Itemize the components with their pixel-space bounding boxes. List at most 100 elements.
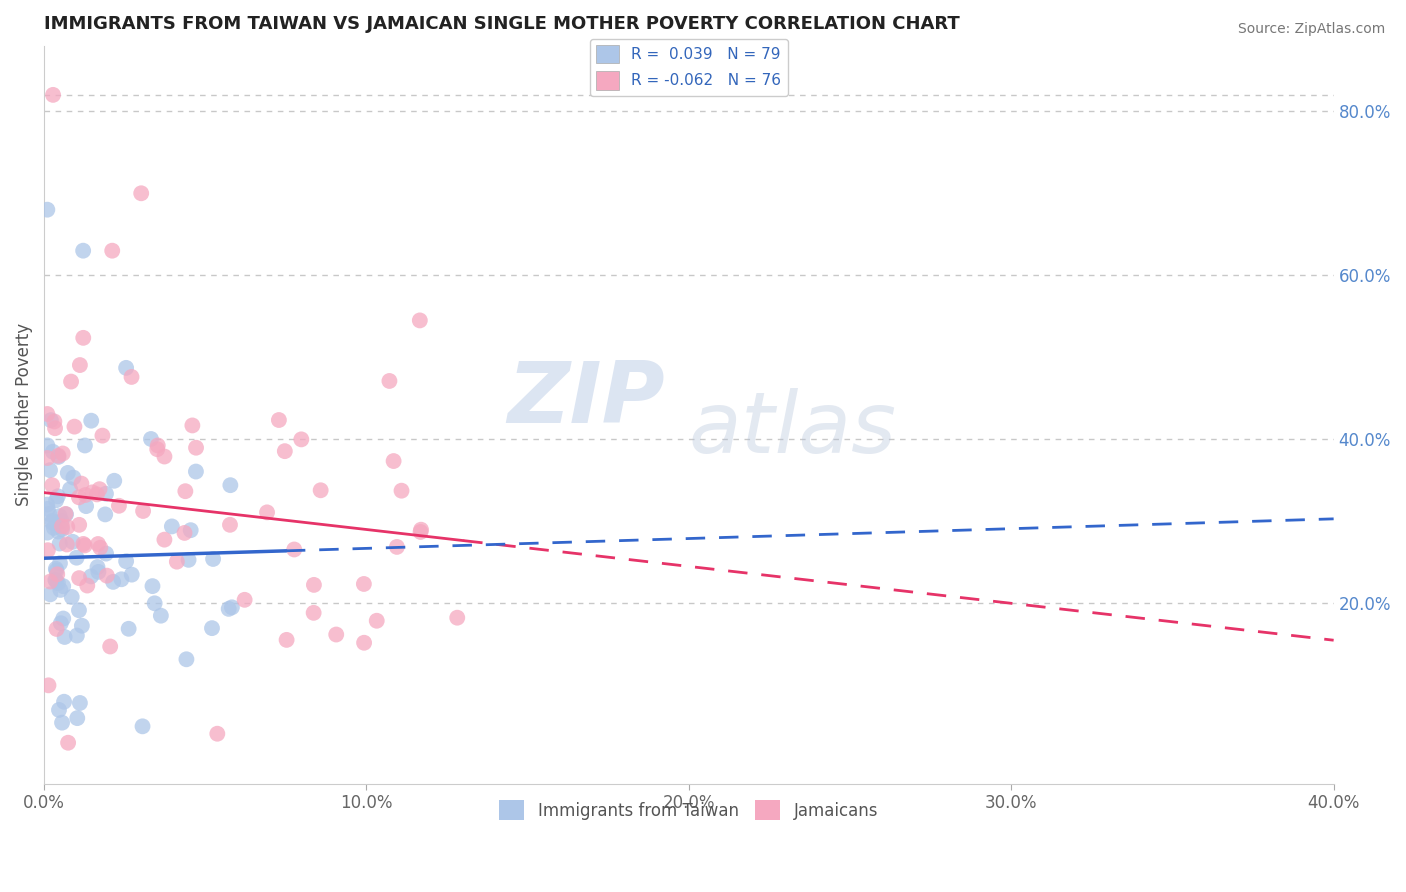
Point	[69, 696, 91, 710]
Point	[149, 608, 172, 623]
Point	[49, 582, 72, 597]
Point	[72, 244, 94, 258]
Point	[139, 432, 162, 446]
Point	[80, 569, 103, 583]
Point	[202, 552, 225, 566]
Point	[146, 438, 169, 452]
Point	[67, 491, 90, 505]
Point	[177, 553, 200, 567]
Point	[45, 622, 67, 636]
Point	[233, 592, 256, 607]
Point	[41, 514, 63, 528]
Point	[39, 587, 62, 601]
Point	[117, 622, 139, 636]
Point	[62, 470, 84, 484]
Point	[41, 516, 63, 530]
Point	[121, 370, 143, 384]
Point	[409, 313, 432, 327]
Point	[86, 487, 108, 501]
Point	[53, 630, 76, 644]
Point	[378, 374, 401, 388]
Point	[267, 413, 290, 427]
Point	[160, 519, 183, 533]
Point	[42, 87, 65, 102]
Point	[80, 414, 103, 428]
Point	[353, 577, 375, 591]
Point	[65, 550, 87, 565]
Point	[67, 571, 90, 585]
Point	[86, 560, 108, 574]
Point	[89, 541, 111, 555]
Point	[45, 562, 67, 576]
Point	[108, 499, 131, 513]
Point	[51, 522, 73, 536]
Point	[181, 418, 204, 433]
Point	[103, 474, 125, 488]
Point	[69, 358, 91, 372]
Point	[56, 736, 79, 750]
Point	[446, 610, 468, 624]
Point	[89, 482, 111, 496]
Point	[143, 596, 166, 610]
Point	[176, 652, 198, 666]
Point	[201, 621, 224, 635]
Point	[39, 463, 62, 477]
Legend: Immigrants from Taiwan, Jamaicans: Immigrants from Taiwan, Jamaicans	[492, 793, 884, 827]
Point	[96, 568, 118, 582]
Point	[60, 375, 83, 389]
Point	[184, 465, 207, 479]
Point	[274, 444, 297, 458]
Point	[41, 478, 63, 492]
Point	[56, 520, 79, 534]
Point	[72, 331, 94, 345]
Point	[70, 618, 93, 632]
Point	[53, 695, 76, 709]
Point	[302, 606, 325, 620]
Point	[42, 444, 65, 458]
Point	[48, 450, 70, 464]
Point	[87, 565, 110, 579]
Point	[87, 537, 110, 551]
Point	[72, 537, 94, 551]
Text: ZIP: ZIP	[508, 359, 665, 442]
Point	[132, 504, 155, 518]
Point	[44, 573, 66, 587]
Point	[56, 466, 79, 480]
Point	[219, 517, 242, 532]
Point	[37, 525, 59, 540]
Point	[67, 603, 90, 617]
Point	[37, 543, 59, 558]
Point	[302, 578, 325, 592]
Point	[37, 407, 59, 421]
Point	[48, 703, 70, 717]
Point	[60, 590, 83, 604]
Point	[256, 505, 278, 519]
Point	[46, 524, 69, 539]
Point	[52, 579, 75, 593]
Point	[46, 489, 69, 503]
Point	[309, 483, 332, 498]
Point	[66, 711, 89, 725]
Point	[56, 537, 79, 551]
Point	[219, 478, 242, 492]
Point	[391, 483, 413, 498]
Point	[37, 678, 59, 692]
Point	[44, 414, 66, 428]
Point	[37, 498, 59, 512]
Point	[94, 508, 117, 522]
Point	[382, 454, 405, 468]
Point	[131, 719, 153, 733]
Point	[52, 611, 75, 625]
Point	[290, 433, 312, 447]
Point	[146, 442, 169, 457]
Point	[173, 525, 195, 540]
Point	[75, 499, 97, 513]
Point	[101, 244, 124, 258]
Point	[42, 521, 65, 535]
Point	[73, 438, 96, 452]
Point	[38, 507, 60, 521]
Point	[174, 484, 197, 499]
Point	[207, 727, 229, 741]
Point	[153, 450, 176, 464]
Point	[59, 482, 82, 496]
